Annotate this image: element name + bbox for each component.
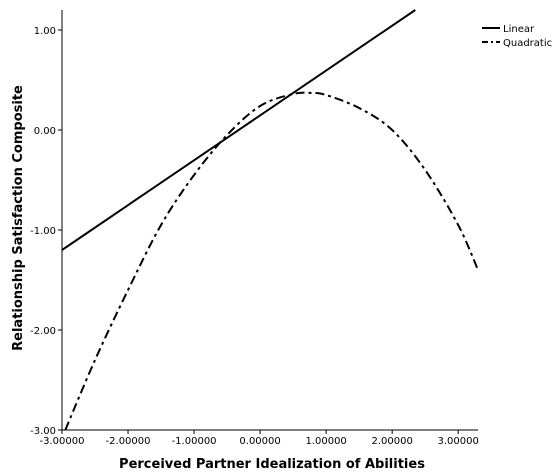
y-tick-label: -3.00 [30,426,56,437]
x-tick-label: -1.00000 [172,436,217,447]
y-tick-label: -2.00 [30,326,56,337]
y-tick-label: 0.00 [34,126,56,137]
x-tick-label: 0.00000 [239,436,280,447]
legend-item-linear: Linear [482,24,535,35]
x-tick-label: 1.00000 [305,436,346,447]
series-layer [61,9,479,431]
x-tick-label: -3.00000 [40,436,85,447]
y-axis-title: Relationship Satisfaction Composite [11,85,26,351]
y-tick-label: 1.00 [34,26,56,37]
legend: Linear Quadratic [482,24,552,49]
legend-item-quadratic: Quadratic [482,38,552,49]
x-tick-label: 2.00000 [371,436,412,447]
x-tick-label: 3.00000 [438,436,479,447]
x-tick-label: -2.00000 [106,436,151,447]
y-tick-label: -1.00 [30,226,56,237]
series-line-quadratic [64,91,479,431]
x-ticks: -3.00000 -2.00000 -1.00000 0.00000 1.00000 2.… [40,430,479,447]
x-axis-title: Perceived Partner Idealization of Abilit… [119,457,425,472]
y-ticks: -3.00 -2.00 -1.00 0.00 1.00 [30,26,62,437]
legend-label-linear: Linear [503,24,535,35]
series-line-linear [61,9,416,251]
legend-label-quadratic: Quadratic [503,38,552,49]
plot-frame [61,10,478,431]
